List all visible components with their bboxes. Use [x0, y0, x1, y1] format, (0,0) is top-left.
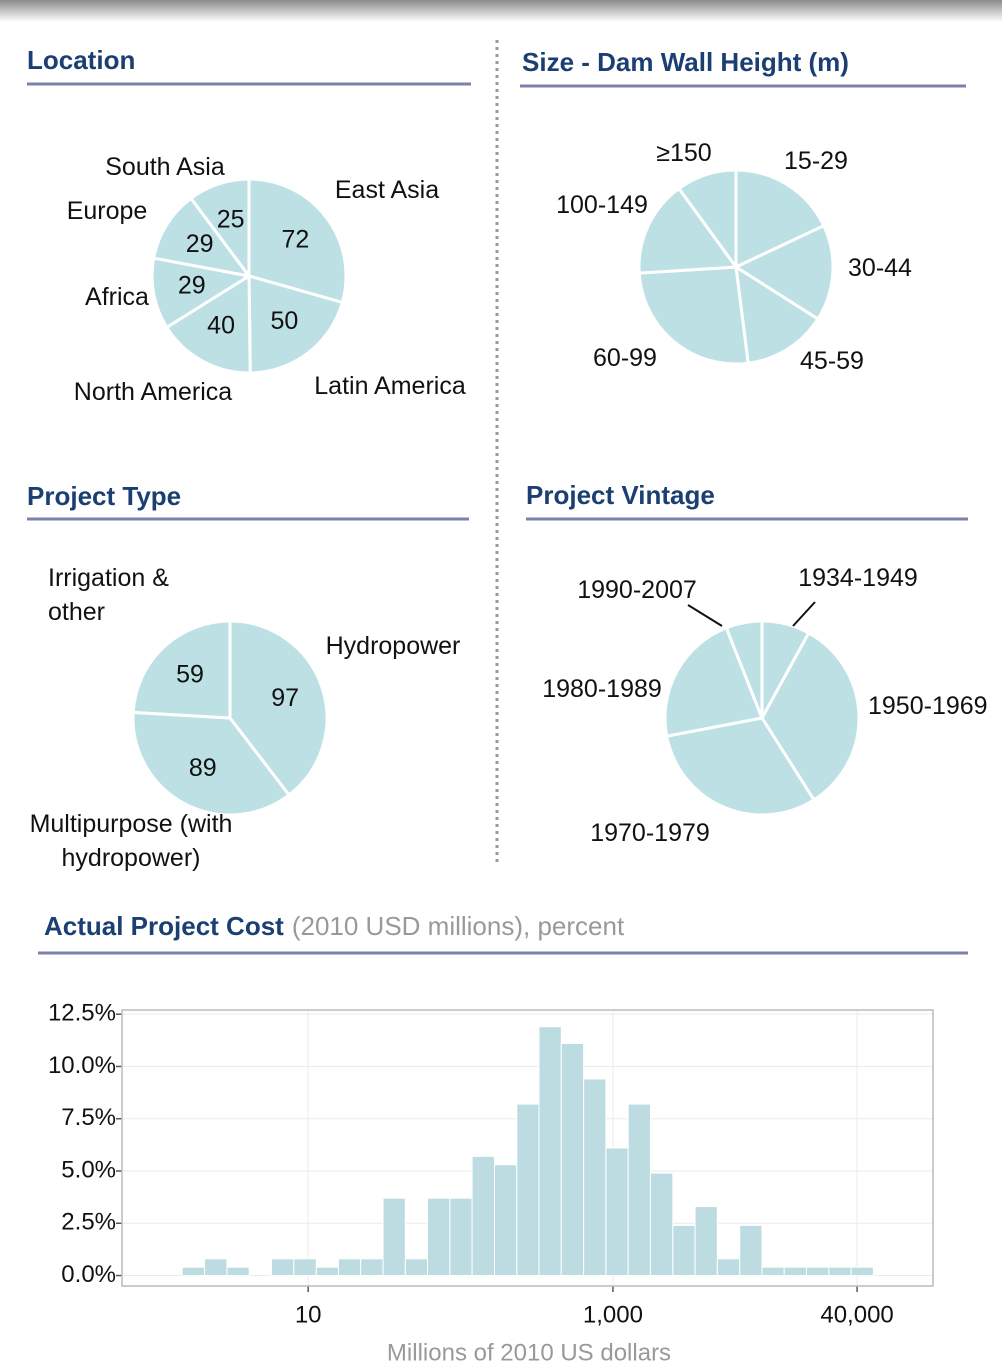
chart-title: Location — [27, 45, 135, 75]
pie-slice — [188, 177, 251, 281]
bar — [716, 1258, 741, 1277]
bar — [337, 1258, 362, 1277]
x-tick-label: 40,000 — [820, 1301, 893, 1328]
bar — [181, 1266, 206, 1277]
slice-label: Africa — [85, 283, 149, 311]
slice-label: 1950-1969 — [868, 692, 988, 720]
bar — [805, 1266, 830, 1277]
x-tick-label: 1,000 — [583, 1301, 643, 1328]
pie-slice — [664, 716, 817, 817]
plot-frame — [121, 1009, 934, 1287]
slice-value: 97 — [271, 684, 299, 712]
leader-line — [687, 604, 723, 627]
bar — [427, 1197, 451, 1277]
slice-value: 29 — [186, 230, 214, 258]
bar — [649, 1172, 674, 1277]
bar — [560, 1042, 585, 1277]
top-bar — [0, 0, 1002, 22]
slice-value: 25 — [217, 205, 245, 233]
title-sub: (2010 USD millions), percent — [292, 911, 625, 941]
bar — [538, 1026, 562, 1277]
x-tick-label: 10 — [295, 1301, 322, 1328]
x-axis-label: Millions of 2010 US dollars — [387, 1339, 671, 1366]
bar — [605, 1147, 629, 1277]
pie-slice — [131, 619, 232, 720]
slice-label: 1990-2007 — [577, 576, 697, 604]
slice-label: 15-29 — [784, 147, 848, 175]
pie-slice — [637, 265, 750, 366]
slice-value: 50 — [270, 307, 298, 335]
slice-label: Europe — [66, 197, 148, 225]
slice-label: 1970-1979 — [590, 819, 710, 847]
bar — [694, 1206, 718, 1277]
chart-title: Actual Project Cost (2010 USD millions), … — [44, 911, 625, 941]
slice-value: 29 — [178, 271, 206, 299]
y-tick-label: 0.0% — [61, 1261, 116, 1288]
bar — [627, 1103, 651, 1277]
pie-slice — [732, 223, 835, 322]
y-tick-label: 12.5% — [48, 1000, 116, 1027]
slice-label: South Asia — [105, 153, 225, 181]
bar — [449, 1197, 473, 1277]
bar — [315, 1266, 339, 1277]
bar — [293, 1258, 317, 1277]
pie-slice — [760, 630, 861, 802]
slice-value: 40 — [207, 312, 235, 340]
pie-slice — [663, 625, 765, 738]
y-tick-label: 10.0% — [48, 1052, 116, 1079]
bar — [828, 1266, 852, 1277]
pie-slice — [228, 619, 329, 798]
title-main: Actual Project Cost — [44, 911, 284, 941]
slice-value: 72 — [282, 226, 310, 254]
slice-label: Multipurpose (with hydropower) — [29, 810, 233, 872]
bar — [761, 1266, 785, 1277]
pie-slice — [724, 619, 764, 719]
pie-slice — [676, 168, 738, 272]
y-tick-label: 2.5% — [61, 1209, 116, 1236]
slice-label: 1980-1989 — [542, 675, 662, 703]
pie-slice — [131, 710, 292, 817]
slice-label: 100-149 — [556, 191, 648, 219]
slice-label: 1934-1949 — [798, 564, 918, 592]
slice-value: 89 — [189, 754, 217, 782]
bar — [404, 1258, 429, 1277]
bar — [270, 1258, 295, 1277]
bar — [739, 1224, 763, 1277]
slice-label: Latin America — [314, 372, 466, 400]
slice-value: 59 — [176, 660, 204, 688]
chart-title: Size - Dam Wall Height (m) — [522, 47, 849, 77]
bar — [783, 1266, 807, 1277]
slice-label: 60-99 — [593, 344, 657, 372]
slice-label: East Asia — [334, 176, 440, 204]
slice-label: North America — [73, 378, 233, 406]
bar — [360, 1258, 384, 1277]
pie-slice — [247, 177, 348, 305]
pie-slice — [637, 186, 739, 275]
slice-label: 45-59 — [800, 347, 864, 375]
slice-label: 30-44 — [848, 254, 912, 282]
pie-slice — [734, 168, 826, 270]
bar — [672, 1224, 696, 1277]
chart-title: Project Vintage — [526, 480, 715, 510]
slice-label: Irrigation & other — [48, 564, 169, 626]
leader-line — [792, 601, 816, 627]
bar — [583, 1078, 607, 1277]
pie-slice — [164, 273, 252, 375]
bar — [471, 1155, 496, 1277]
bar — [850, 1266, 874, 1277]
bar — [226, 1266, 250, 1277]
chart-title: Project Type — [27, 481, 181, 511]
y-tick-label: 5.0% — [61, 1156, 116, 1183]
bar — [382, 1197, 406, 1277]
bar — [516, 1103, 540, 1277]
slice-label: Hydropower — [325, 632, 461, 660]
pie-slice — [734, 264, 820, 365]
bar — [204, 1258, 228, 1277]
pie-slice — [247, 274, 345, 375]
bar — [494, 1164, 518, 1277]
slice-label: ≥150 — [656, 139, 712, 167]
y-tick-label: 7.5% — [61, 1104, 116, 1131]
